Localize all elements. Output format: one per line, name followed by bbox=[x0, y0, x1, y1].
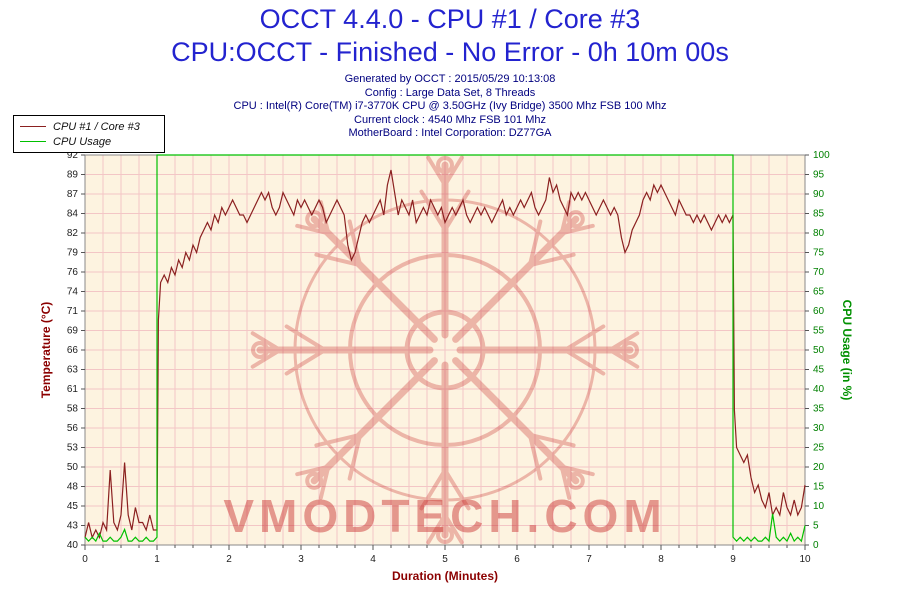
svg-text:74: 74 bbox=[67, 287, 79, 298]
legend-item-temperature: CPU #1 / Core #3 bbox=[20, 119, 158, 134]
temperature-line-swatch bbox=[20, 126, 46, 127]
svg-text:63: 63 bbox=[67, 365, 79, 376]
y-axis-label-temperature: Temperature (°C) bbox=[39, 301, 53, 399]
svg-text:43: 43 bbox=[67, 521, 79, 532]
info-generated: Generated by OCCT : 2015/05/29 10:13:08 bbox=[344, 73, 556, 85]
chart-legend: CPU #1 / Core #3 CPU Usage bbox=[13, 115, 165, 153]
svg-text:56: 56 bbox=[67, 423, 79, 434]
svg-text:40: 40 bbox=[813, 384, 825, 395]
info-current-clock: Current clock : 4540 Mhz FSB 101 Mhz bbox=[354, 113, 546, 126]
info-config: Config : Large Data Set, 8 Threads bbox=[364, 86, 536, 99]
svg-text:8: 8 bbox=[658, 554, 664, 565]
svg-text:5: 5 bbox=[442, 554, 448, 565]
page-title: OCCT 4.4.0 - CPU #1 / Core #3 bbox=[259, 4, 641, 34]
page-subtitle: CPU:OCCT - Finished - No Error - 0h 10m … bbox=[171, 37, 729, 67]
svg-text:70: 70 bbox=[813, 267, 825, 278]
svg-text:50: 50 bbox=[67, 462, 79, 473]
svg-text:85: 85 bbox=[813, 209, 825, 220]
svg-text:71: 71 bbox=[67, 306, 79, 317]
svg-text:6: 6 bbox=[514, 554, 520, 565]
svg-text:95: 95 bbox=[813, 170, 825, 181]
legend-label: CPU #1 / Core #3 bbox=[53, 120, 140, 133]
svg-text:50: 50 bbox=[813, 345, 825, 356]
svg-text:80: 80 bbox=[813, 228, 825, 239]
svg-text:92: 92 bbox=[67, 150, 79, 161]
svg-text:100: 100 bbox=[813, 150, 830, 161]
svg-text:76: 76 bbox=[67, 267, 79, 278]
report-info: Generated by OCCT : 2015/05/29 10:13:08 … bbox=[0, 73, 900, 141]
svg-text:1: 1 bbox=[154, 554, 160, 565]
svg-text:89: 89 bbox=[67, 170, 79, 181]
y-axis-label-cpu-usage: CPU Usage (in %) bbox=[840, 299, 854, 401]
svg-text:40: 40 bbox=[67, 540, 79, 551]
legend-item-cpu-usage: CPU Usage bbox=[20, 134, 158, 149]
svg-text:2: 2 bbox=[226, 554, 232, 565]
info-cpu: CPU : Intel(R) Core(TM) i7-3770K CPU @ 3… bbox=[233, 100, 667, 112]
svg-text:61: 61 bbox=[67, 384, 79, 395]
svg-text:0: 0 bbox=[813, 540, 819, 551]
svg-text:VMODTECH.COM: VMODTECH.COM bbox=[223, 490, 666, 542]
svg-text:15: 15 bbox=[813, 482, 825, 493]
svg-text:60: 60 bbox=[813, 306, 825, 317]
svg-text:53: 53 bbox=[67, 443, 79, 454]
svg-text:79: 79 bbox=[67, 248, 79, 259]
svg-text:0: 0 bbox=[82, 554, 88, 565]
svg-text:75: 75 bbox=[813, 248, 825, 259]
svg-text:82: 82 bbox=[67, 228, 79, 239]
svg-text:65: 65 bbox=[813, 287, 825, 298]
legend-label: CPU Usage bbox=[53, 135, 112, 148]
svg-text:10: 10 bbox=[799, 554, 811, 565]
svg-text:45: 45 bbox=[813, 365, 825, 376]
svg-text:4: 4 bbox=[370, 554, 376, 565]
svg-text:87: 87 bbox=[67, 189, 79, 200]
svg-text:20: 20 bbox=[813, 462, 825, 473]
svg-text:35: 35 bbox=[813, 404, 825, 415]
svg-text:84: 84 bbox=[67, 209, 79, 220]
svg-text:90: 90 bbox=[813, 189, 825, 200]
svg-text:9: 9 bbox=[730, 554, 736, 565]
svg-text:55: 55 bbox=[813, 326, 825, 337]
svg-text:69: 69 bbox=[67, 326, 79, 337]
svg-text:25: 25 bbox=[813, 443, 825, 454]
svg-text:7: 7 bbox=[586, 554, 592, 565]
svg-text:3: 3 bbox=[298, 554, 304, 565]
svg-text:66: 66 bbox=[67, 345, 79, 356]
info-motherboard: MotherBoard : Intel Corporation: DZ77GA bbox=[348, 127, 552, 139]
svg-text:45: 45 bbox=[67, 501, 79, 512]
cpu-usage-line-swatch bbox=[20, 141, 46, 142]
svg-text:30: 30 bbox=[813, 423, 825, 434]
svg-text:58: 58 bbox=[67, 404, 79, 415]
svg-text:10: 10 bbox=[813, 501, 825, 512]
svg-text:5: 5 bbox=[813, 521, 819, 532]
svg-text:48: 48 bbox=[67, 482, 79, 493]
x-axis-label-duration: Duration (Minutes) bbox=[392, 569, 498, 583]
